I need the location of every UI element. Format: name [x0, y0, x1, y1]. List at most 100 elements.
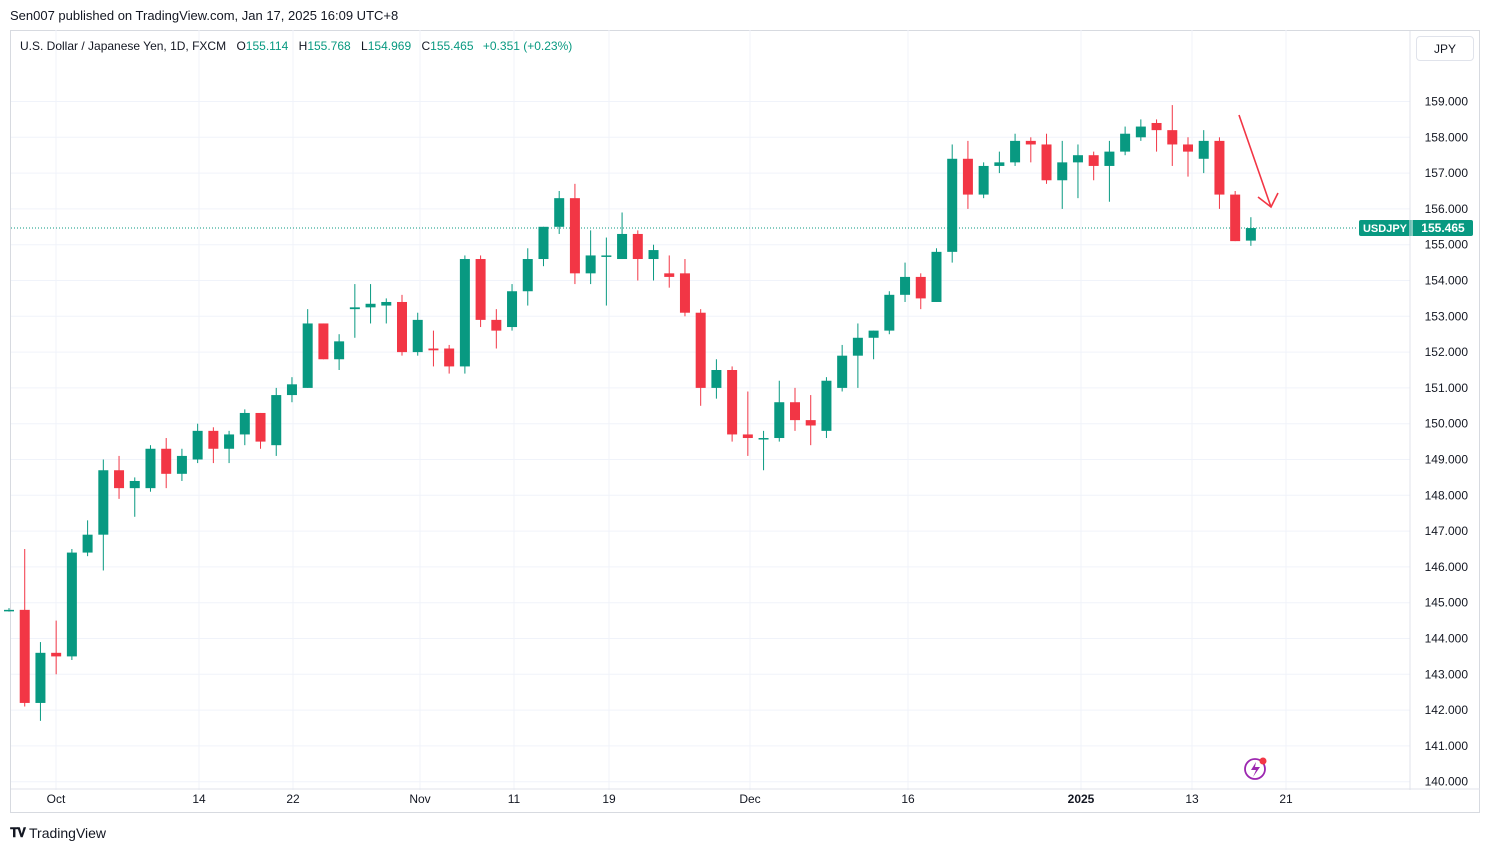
candle — [161, 438, 172, 489]
candle-body — [554, 198, 565, 227]
price-tick-label: 141.000 — [1425, 739, 1469, 753]
candle-body — [145, 448, 156, 489]
price-tick-label: 147.000 — [1425, 524, 1469, 538]
candle-body — [1183, 144, 1193, 152]
candle — [601, 237, 612, 306]
open-value: 155.114 — [245, 39, 289, 53]
candle — [900, 262, 911, 302]
candle — [428, 330, 439, 367]
price-tick-label: 150.000 — [1425, 417, 1469, 431]
candle — [1010, 133, 1021, 166]
candle — [82, 520, 93, 557]
chart-frame — [10, 30, 1480, 813]
price-tick-label: 143.000 — [1425, 667, 1469, 681]
candle-body — [837, 355, 848, 388]
candle — [711, 359, 722, 399]
time-tick-label: 22 — [286, 792, 300, 806]
candle — [444, 344, 455, 374]
candle-body — [51, 652, 62, 657]
candle-body — [302, 323, 313, 388]
candle — [1041, 133, 1052, 184]
candle-body — [1135, 126, 1146, 138]
currency-button[interactable]: JPY — [1416, 36, 1474, 61]
candle — [868, 330, 879, 360]
candle-body — [66, 552, 77, 657]
candle — [821, 377, 832, 439]
candle-body — [711, 370, 722, 388]
candle — [978, 162, 989, 199]
candle-body — [1230, 194, 1241, 242]
price-tick-label: 151.000 — [1425, 381, 1469, 395]
candle-body — [161, 448, 172, 474]
candle — [947, 144, 958, 263]
candle — [224, 430, 235, 464]
price-tag-price: 155.465 — [1421, 221, 1465, 235]
bolt-icon — [1251, 762, 1260, 777]
candle — [286, 377, 297, 403]
price-tick-label: 148.000 — [1425, 488, 1469, 502]
grid-lines — [11, 30, 1410, 790]
candle-body — [569, 198, 580, 274]
price-tag-symbol: USDJPY — [1363, 223, 1408, 235]
candle — [569, 183, 580, 285]
candle — [664, 255, 675, 288]
candle-body — [1151, 122, 1162, 131]
candle — [35, 642, 46, 721]
candle-body — [1104, 151, 1115, 166]
price-tick-label: 159.000 — [1425, 95, 1469, 109]
time-tick-label: Dec — [739, 792, 760, 806]
candle — [1245, 217, 1256, 246]
candle — [617, 212, 628, 260]
candle — [1214, 137, 1225, 209]
candle-body — [1088, 155, 1099, 166]
candle-body — [852, 337, 863, 356]
candle — [349, 284, 360, 338]
candle — [208, 427, 219, 464]
candle — [774, 380, 785, 442]
candle-body — [224, 434, 235, 449]
candle-body — [365, 303, 376, 308]
candle — [1025, 137, 1036, 163]
candle-body — [35, 652, 46, 703]
price-tick-label: 144.000 — [1425, 632, 1469, 646]
high-label: H — [298, 39, 308, 53]
candle-body — [585, 255, 596, 274]
candle — [491, 309, 502, 349]
candle-body — [727, 370, 738, 435]
candle — [239, 409, 250, 446]
candle-body — [648, 250, 659, 260]
time-tick-label: 14 — [192, 792, 206, 806]
candle — [271, 387, 282, 456]
candle — [334, 334, 345, 370]
notification-dot — [1259, 757, 1267, 765]
arrow-head — [1257, 192, 1279, 209]
candle — [51, 620, 62, 675]
candle-body — [114, 470, 125, 489]
candle — [66, 549, 77, 660]
last-price-line: USDJPY 155.465 — [11, 220, 1473, 237]
candle-body — [459, 259, 470, 367]
candle-body — [1214, 140, 1225, 195]
footer-brand[interactable]: 𝐓𝐕 TradingView — [10, 825, 106, 841]
candle — [475, 255, 486, 328]
candle-body — [632, 233, 643, 260]
price-tick-label: 156.000 — [1425, 202, 1469, 216]
candle — [397, 294, 407, 356]
candle — [758, 430, 769, 471]
candle — [695, 309, 706, 406]
price-tick-label: 157.000 — [1425, 166, 1469, 180]
publisher-line: Sen007 published on TradingView.com, Jan… — [10, 8, 399, 23]
candle-body — [19, 609, 30, 703]
candle-body — [915, 276, 926, 299]
symbol-title: U.S. Dollar / Japanese Yen, 1D, FXCM — [20, 39, 227, 53]
open-label: O — [236, 39, 246, 53]
candle-body — [239, 412, 250, 435]
candle-body — [1057, 162, 1068, 181]
time-tick-label: Oct — [47, 792, 66, 806]
candle — [884, 291, 895, 335]
candle-body — [286, 384, 297, 396]
candle-body — [507, 291, 518, 328]
candle-body — [176, 455, 187, 474]
candle — [962, 140, 973, 209]
